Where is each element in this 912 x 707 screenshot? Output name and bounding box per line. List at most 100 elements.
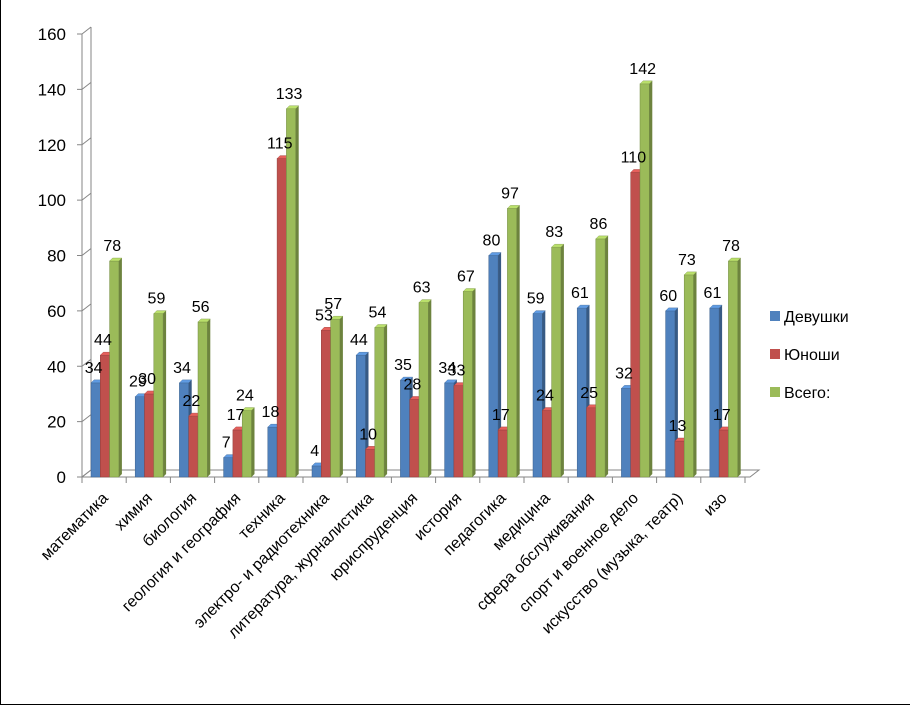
y-tick-depth bbox=[81, 469, 92, 478]
bar-side-2-10 bbox=[560, 244, 564, 477]
data-label-2-14: 78 bbox=[722, 238, 740, 255]
data-label-1-2: 22 bbox=[182, 393, 200, 410]
y-tick-label: 160 bbox=[38, 25, 66, 44]
bar-side-0-13 bbox=[674, 307, 678, 477]
data-label-0-9: 80 bbox=[483, 233, 501, 250]
bar-2-12 bbox=[639, 83, 650, 478]
y-tick-label: 140 bbox=[38, 80, 66, 99]
data-label-0-14: 61 bbox=[704, 285, 722, 302]
bar-1-4 bbox=[276, 158, 287, 478]
data-label-2-8: 67 bbox=[457, 268, 475, 285]
legend-label-0: Девушки bbox=[784, 309, 849, 326]
bar-1-9 bbox=[497, 429, 508, 478]
bar-0-9 bbox=[488, 255, 499, 478]
data-label-0-3: 7 bbox=[222, 435, 231, 452]
bar-side-2-8 bbox=[472, 288, 476, 477]
bar-0-12 bbox=[621, 388, 631, 478]
bar-2-6 bbox=[374, 327, 385, 478]
y-tick-depth bbox=[81, 358, 92, 367]
y-tick-label: 60 bbox=[47, 302, 66, 321]
legend-swatch-1 bbox=[770, 349, 780, 359]
bar-1-6 bbox=[365, 449, 376, 478]
bar-0-4 bbox=[267, 426, 278, 478]
bar-side-2-14 bbox=[737, 258, 741, 477]
data-label-1-11: 25 bbox=[580, 385, 598, 402]
y-tick-depth bbox=[81, 192, 92, 201]
data-label-1-8: 33 bbox=[448, 363, 466, 380]
data-label-0-1: 29 bbox=[129, 374, 147, 391]
bar-0-5 bbox=[311, 465, 322, 478]
y-tick-label: 40 bbox=[47, 357, 66, 376]
bar-2-11 bbox=[595, 238, 606, 478]
bar-side-2-13 bbox=[693, 271, 697, 477]
bar-side-2-5 bbox=[339, 316, 343, 477]
bar-1-14 bbox=[718, 429, 729, 478]
category-label: математика bbox=[38, 490, 112, 564]
data-label-1-1: 30 bbox=[138, 371, 156, 388]
data-label-2-13: 73 bbox=[678, 252, 696, 269]
data-label-2-9: 97 bbox=[501, 185, 519, 202]
legend-label-1: Юноши bbox=[784, 347, 840, 364]
bar-0-3 bbox=[223, 457, 234, 478]
bar-0-0 bbox=[90, 382, 101, 478]
data-label-0-6: 44 bbox=[350, 332, 368, 349]
bar-side-2-12 bbox=[649, 80, 653, 478]
data-label-0-8: 34 bbox=[438, 360, 456, 377]
data-label-2-2: 56 bbox=[192, 299, 210, 316]
data-label-0-0: 34 bbox=[85, 360, 103, 377]
bar-0-13 bbox=[665, 310, 676, 478]
data-label-1-5: 53 bbox=[315, 307, 333, 324]
y-tick-label: 120 bbox=[38, 136, 66, 155]
bar-1-11 bbox=[586, 407, 597, 478]
data-label-1-0: 44 bbox=[94, 332, 112, 349]
bar-side-0-9 bbox=[498, 252, 502, 477]
bar-1-12 bbox=[630, 172, 641, 478]
bar-2-9 bbox=[507, 208, 517, 478]
y-tick-depth bbox=[81, 137, 92, 146]
data-label-0-13: 60 bbox=[659, 288, 677, 305]
y-tick-depth bbox=[81, 303, 92, 312]
y-tick-label: 100 bbox=[38, 191, 66, 210]
data-label-2-1: 59 bbox=[148, 291, 166, 308]
y-tick-depth bbox=[81, 248, 92, 256]
data-label-2-7: 63 bbox=[413, 280, 431, 297]
bar-2-5 bbox=[330, 318, 341, 478]
y-tick-label: 0 bbox=[57, 468, 66, 487]
bar-side-2-2 bbox=[207, 318, 211, 477]
bar-2-0 bbox=[109, 260, 120, 478]
bar-side-2-0 bbox=[118, 258, 122, 477]
bar-2-10 bbox=[551, 246, 562, 478]
data-label-2-4: 133 bbox=[276, 86, 303, 103]
data-label-2-3: 24 bbox=[236, 388, 254, 405]
bar-side-2-6 bbox=[384, 324, 388, 477]
y-tick-depth bbox=[81, 81, 92, 90]
data-label-2-11: 86 bbox=[590, 216, 608, 233]
y-tick-label: 80 bbox=[47, 247, 66, 266]
bar-side-0-6 bbox=[365, 352, 369, 477]
bar-2-4 bbox=[286, 108, 296, 478]
bar-side-2-7 bbox=[428, 299, 432, 477]
data-label-2-5: 57 bbox=[324, 296, 342, 313]
bar-2-1 bbox=[153, 313, 164, 478]
bar-side-2-3 bbox=[251, 407, 255, 477]
bar-1-10 bbox=[542, 410, 552, 478]
data-label-1-12: 110 bbox=[621, 149, 647, 166]
bar-2-14 bbox=[728, 260, 738, 478]
bar-0-6 bbox=[355, 354, 366, 478]
data-label-2-12: 142 bbox=[629, 61, 656, 78]
data-label-1-10: 24 bbox=[536, 388, 554, 405]
y-tick-depth bbox=[81, 26, 92, 35]
data-label-0-10: 59 bbox=[527, 291, 545, 308]
y-tick-label: 20 bbox=[47, 413, 66, 432]
legend-swatch-0 bbox=[770, 311, 780, 321]
y-tick-depth bbox=[81, 414, 92, 423]
data-label-0-2: 34 bbox=[173, 360, 191, 377]
bar-2-8 bbox=[462, 291, 473, 478]
bar-side-2-11 bbox=[605, 235, 609, 477]
data-label-2-0: 78 bbox=[103, 238, 121, 255]
data-label-1-3: 17 bbox=[227, 407, 245, 424]
data-label-0-5: 4 bbox=[310, 443, 319, 460]
bar-side-2-1 bbox=[163, 310, 167, 477]
